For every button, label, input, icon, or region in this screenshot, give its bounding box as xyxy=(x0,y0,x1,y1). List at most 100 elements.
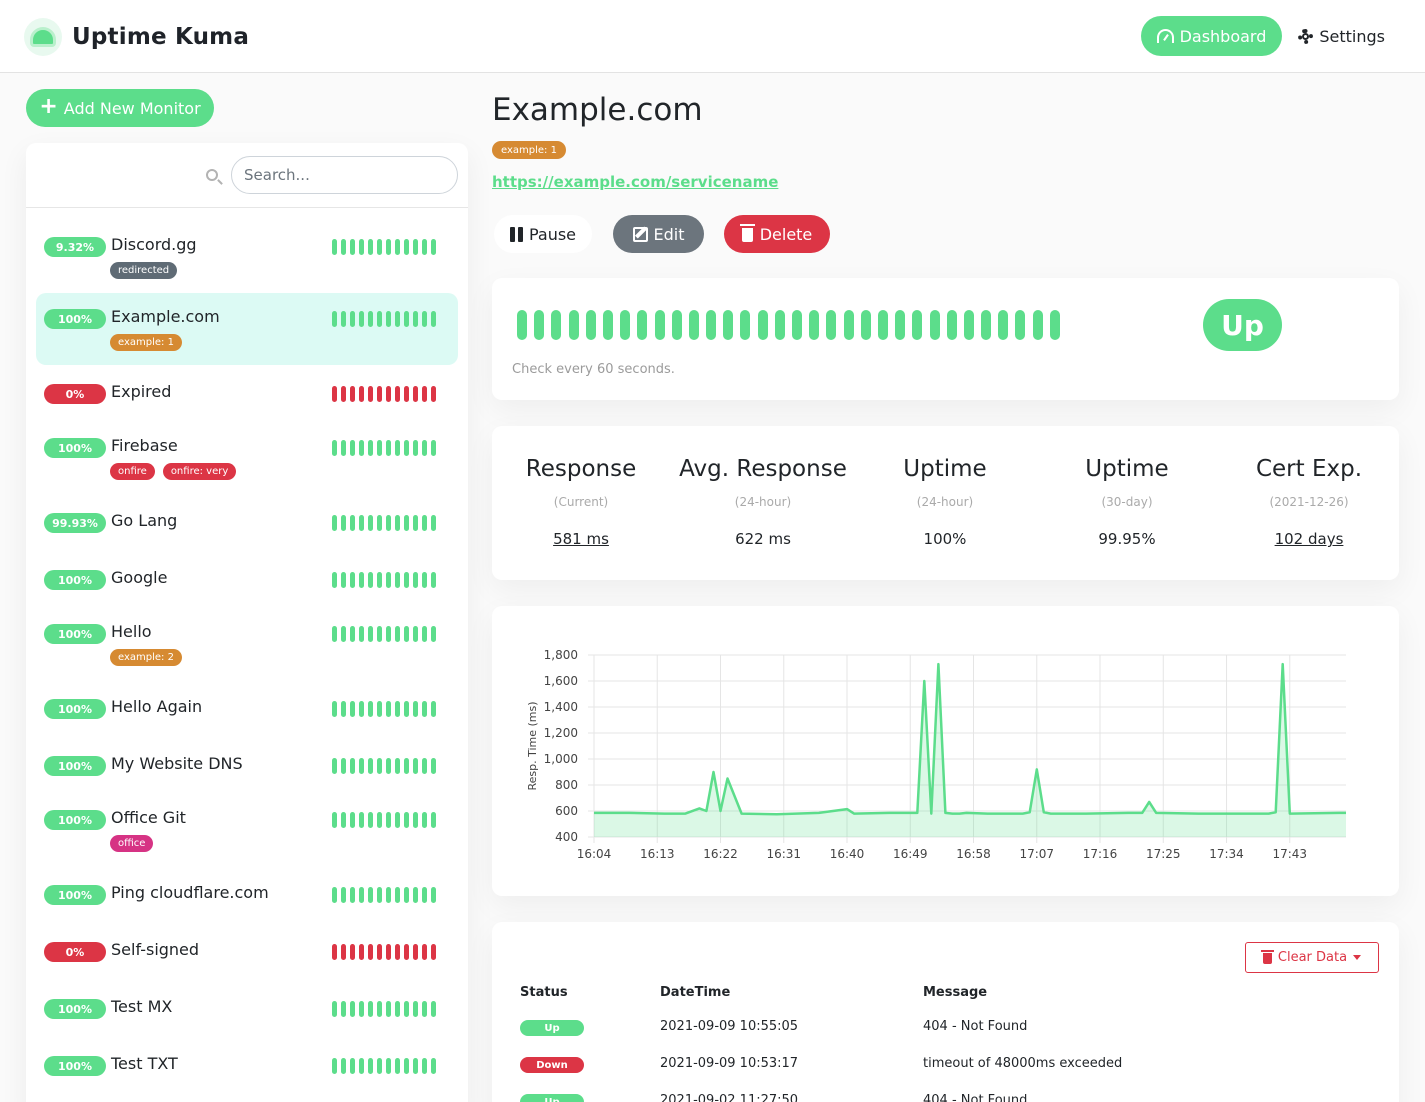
heartbeat-beat xyxy=(395,626,400,642)
heartbeat-beat xyxy=(332,626,337,642)
heartbeat-beat xyxy=(413,515,418,531)
heartbeat-beat xyxy=(386,1001,391,1017)
monitor-item[interactable]: 100% Firebase onfire onfire: very xyxy=(36,422,458,494)
monitor-tags: office xyxy=(110,835,154,852)
monitor-tags: redirected xyxy=(110,262,178,279)
y-tick-label: 800 xyxy=(555,778,578,792)
heartbeat-beat xyxy=(431,572,436,588)
heartbeat-beat xyxy=(386,572,391,588)
stat-subtitle: (30-day) xyxy=(1101,495,1153,509)
heartbeat-beat xyxy=(413,701,418,717)
mini-heartbeat-bar xyxy=(332,239,436,255)
heartbeat-beat xyxy=(413,311,418,327)
uptime-badge: 100% xyxy=(44,438,106,458)
monitor-item[interactable]: 100% Office Git office xyxy=(36,794,458,866)
heartbeat-beat xyxy=(386,239,391,255)
monitor-item[interactable]: 100% Example.com example: 1 xyxy=(36,293,458,365)
heartbeat-beat xyxy=(359,812,364,828)
series-line xyxy=(594,662,1346,816)
heartbeat-beat xyxy=(792,310,802,340)
heartbeat-beat xyxy=(332,887,337,903)
heartbeat-beat xyxy=(386,626,391,642)
heartbeat-beat xyxy=(404,944,409,960)
heartbeat-beat xyxy=(688,310,699,340)
edit-icon xyxy=(632,226,648,242)
heartbeat-beat xyxy=(332,758,337,774)
settings-link[interactable]: Settings xyxy=(1298,27,1385,46)
heartbeat-beat xyxy=(404,386,409,402)
uptime-badge: 0% xyxy=(44,942,106,962)
monitor-item[interactable]: 100% Ping cloudflare.com xyxy=(36,866,458,923)
x-tick-label: 17:43 xyxy=(1272,847,1307,861)
delete-button[interactable]: Delete xyxy=(724,215,830,253)
gear-icon xyxy=(1298,28,1314,44)
monitor-name: Example.com xyxy=(111,307,220,326)
stat-subtitle: (2021-12-26) xyxy=(1269,495,1349,509)
heartbeat-beat xyxy=(395,572,400,588)
uptime-badge: 100% xyxy=(44,756,106,776)
monitor-item[interactable]: 9.32% Discord.gg redirected xyxy=(36,221,458,293)
heartbeat-beat xyxy=(341,626,346,642)
heartbeat-beat xyxy=(602,310,613,340)
heartbeat-beat xyxy=(723,310,734,340)
heartbeat-beat xyxy=(413,239,418,255)
mini-heartbeat-bar xyxy=(332,386,436,402)
dashboard-button[interactable]: Dashboard xyxy=(1140,16,1283,56)
monitor-item[interactable]: 0% Self-signed xyxy=(36,923,458,980)
monitor-item[interactable]: 100% Hello example: 2 xyxy=(36,608,458,680)
add-new-monitor-button[interactable]: + Add New Monitor xyxy=(26,89,214,127)
stat-value[interactable]: 581 ms xyxy=(490,530,672,548)
stat-value: 622 ms xyxy=(672,530,854,548)
monitor-name: Self-signed xyxy=(111,940,200,959)
monitor-tags: example: 1 xyxy=(110,334,182,351)
stat-value-text: 622 ms xyxy=(735,530,791,548)
heartbeat-beat xyxy=(404,812,409,828)
clear-data-dropdown[interactable]: Clear Data xyxy=(1245,942,1379,973)
monitor-name: Office Git xyxy=(111,808,186,827)
mini-heartbeat-bar xyxy=(332,626,436,642)
monitor-item[interactable]: 100% Test TXT xyxy=(36,1037,458,1094)
heartbeat-beat xyxy=(368,386,373,402)
heartbeat-beat xyxy=(877,310,888,340)
trash-icon xyxy=(739,224,755,242)
delete-label: Delete xyxy=(759,224,813,244)
heartbeat-beat xyxy=(377,701,382,717)
heartbeat-beat xyxy=(341,701,346,717)
heartbeat-beat xyxy=(431,1001,436,1017)
monitor-item[interactable]: 100% My Website DNS xyxy=(36,737,458,794)
uptime-badge: 100% xyxy=(44,810,106,830)
heartbeat-beat xyxy=(368,440,373,456)
heartbeat-bar xyxy=(517,310,1060,340)
heartbeat-beat xyxy=(422,701,427,717)
mini-heartbeat-bar xyxy=(332,944,436,960)
monitor-name: Expired xyxy=(111,382,172,401)
search-input[interactable] xyxy=(231,156,458,194)
monitor-item[interactable]: 100% Test MX xyxy=(36,980,458,1037)
heartbeat-beat xyxy=(395,701,400,717)
pause-icon xyxy=(509,226,523,242)
monitor-url-link[interactable]: https://example.com/servicename xyxy=(492,173,779,191)
x-tick-label: 16:58 xyxy=(956,847,991,861)
heartbeat-beat xyxy=(671,310,682,340)
brand[interactable]: Uptime Kuma xyxy=(24,18,249,56)
heartbeat-beat xyxy=(350,887,355,903)
pause-button[interactable]: Pause xyxy=(494,215,592,253)
monitor-item[interactable]: 99.93% Go Lang xyxy=(36,494,458,551)
heartbeat-beat xyxy=(332,1058,337,1074)
heartbeat-beat xyxy=(422,440,427,456)
heartbeat-beat xyxy=(413,758,418,774)
monitor-item[interactable]: 100% Google xyxy=(36,551,458,608)
heartbeat-beat xyxy=(929,310,940,340)
stat-subtitle: (24-hour) xyxy=(916,495,974,509)
monitor-name: Test MX xyxy=(111,997,173,1016)
message-column-header: Message xyxy=(923,985,988,1000)
monitor-item[interactable]: 100% Hello Again xyxy=(36,680,458,737)
heartbeat-beat xyxy=(341,758,346,774)
stat-value[interactable]: 102 days xyxy=(1218,530,1400,548)
heartbeat-beat xyxy=(404,239,409,255)
event-message: timeout of 48000ms exceeded xyxy=(923,1056,1123,1071)
monitor-item[interactable]: 0% Expired xyxy=(36,365,458,422)
mini-heartbeat-bar xyxy=(332,515,436,531)
heartbeat-beat xyxy=(332,701,337,717)
edit-button[interactable]: Edit xyxy=(613,215,704,253)
